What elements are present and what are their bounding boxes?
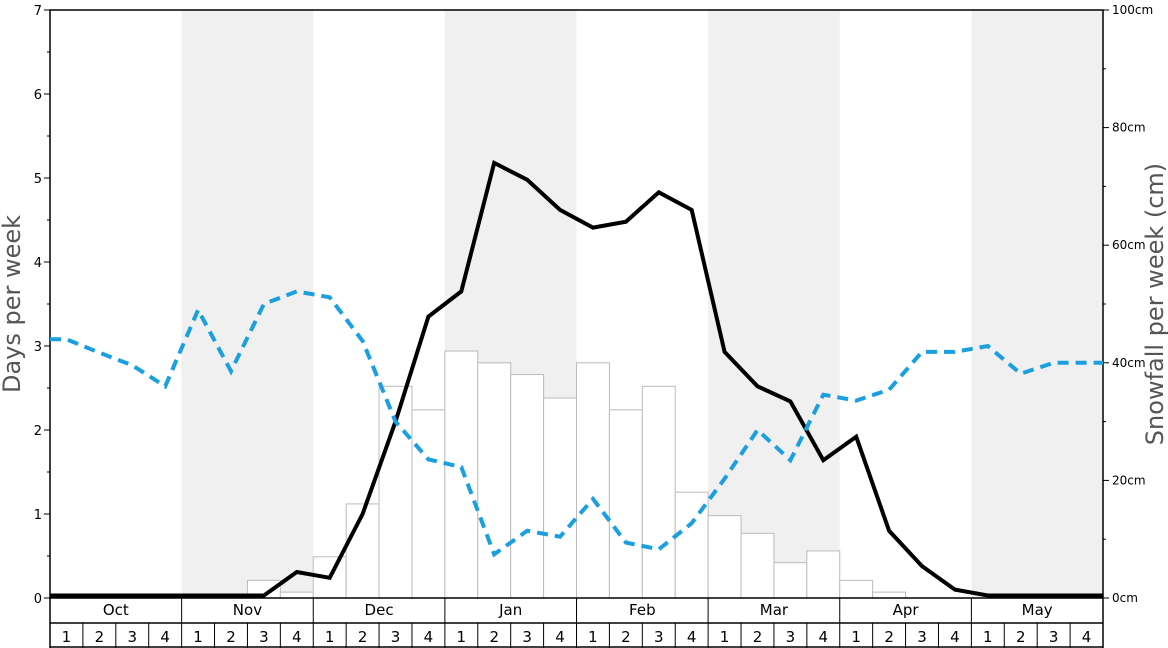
week-label: 1 xyxy=(720,628,730,646)
snowfall-bar xyxy=(707,515,742,599)
week-label: 2 xyxy=(884,628,894,646)
snowfall-bar xyxy=(806,550,841,599)
left-tick-label: 2 xyxy=(34,424,42,439)
month-label-oct: Oct xyxy=(103,601,129,619)
right-tick-label: 80cm xyxy=(1112,121,1146,135)
series-lines xyxy=(50,159,1103,598)
snowfall-bar xyxy=(477,362,512,599)
week-label: 3 xyxy=(786,628,796,646)
week-label: 4 xyxy=(950,628,960,646)
snowfall-bar xyxy=(510,374,545,599)
left-tick-label: 5 xyxy=(34,172,42,187)
week-label: 1 xyxy=(457,628,467,646)
month-shade-nov xyxy=(181,10,314,598)
month-label-nov: Nov xyxy=(233,601,262,619)
snowfall-bar xyxy=(444,350,479,599)
week-label: 2 xyxy=(753,628,763,646)
week-label: 1 xyxy=(588,628,598,646)
week-label: 2 xyxy=(358,628,368,646)
snowfall-bar xyxy=(740,532,775,599)
snowfall-bar xyxy=(773,562,808,599)
month-shade-may xyxy=(971,10,1103,598)
week-label: 4 xyxy=(1082,628,1092,646)
week-label: 1 xyxy=(62,628,72,646)
month-shade-mar xyxy=(708,10,840,598)
snowfall-bar xyxy=(279,591,314,599)
week-label: 3 xyxy=(654,628,664,646)
snowfall-bar xyxy=(872,591,907,599)
week-label: 3 xyxy=(259,628,269,646)
left-tick-label: 6 xyxy=(34,88,42,103)
snowfall-bar xyxy=(641,385,676,599)
left-tick-label: 0 xyxy=(34,592,42,607)
left-tick-label: 3 xyxy=(34,340,42,355)
week-label: 4 xyxy=(160,628,170,646)
snowfall-bar xyxy=(839,579,874,599)
snowfall-bar xyxy=(411,409,446,599)
month-label-mar: Mar xyxy=(760,601,789,619)
week-label: 2 xyxy=(1016,628,1026,646)
x-axis-table: Oct 1 2 3 4 Nov 1 2 3 4 Dec 1 2 3 4 Jan 1 2 3 4 Feb 1 2 3 4 Mar 1 2… xyxy=(49,598,1104,648)
week-label: 3 xyxy=(522,628,532,646)
right-axis-title: Snowfall per week (cm) xyxy=(1141,163,1168,445)
month-label-jan: Jan xyxy=(498,601,522,619)
left-axis: 0 1 2 3 4 5 6 7 xyxy=(34,4,50,607)
week-label: 3 xyxy=(917,628,927,646)
month-label-may: May xyxy=(1022,601,1053,619)
snowfall-bar xyxy=(576,362,610,599)
right-tick-label: 60cm xyxy=(1112,238,1146,252)
week-label: 4 xyxy=(819,628,829,646)
week-label: 3 xyxy=(391,628,401,646)
week-label: 4 xyxy=(424,628,434,646)
left-tick-label: 7 xyxy=(34,4,42,19)
week-label: 2 xyxy=(489,628,499,646)
week-label: 4 xyxy=(555,628,565,646)
week-label: 4 xyxy=(687,628,697,646)
week-label: 2 xyxy=(621,628,631,646)
month-label-apr: Apr xyxy=(893,601,920,619)
month-label-feb: Feb xyxy=(629,601,656,619)
solid-series-line xyxy=(50,159,1103,598)
week-label: 1 xyxy=(193,628,203,646)
left-tick-label: 1 xyxy=(34,508,42,523)
left-tick-label: 4 xyxy=(34,256,42,271)
dashed-series-line xyxy=(50,289,1103,558)
right-tick-label: 0cm xyxy=(1112,591,1138,605)
snowfall-bar xyxy=(543,397,577,599)
right-tick-label: 40cm xyxy=(1112,356,1146,370)
week-label: 4 xyxy=(292,628,302,646)
right-tick-label: 20cm xyxy=(1112,473,1146,487)
week-label: 2 xyxy=(95,628,105,646)
month-shading xyxy=(181,10,1103,598)
week-label: 2 xyxy=(226,628,236,646)
snowfall-bars xyxy=(246,350,907,599)
week-label: 3 xyxy=(1049,628,1059,646)
week-label: 1 xyxy=(851,628,861,646)
week-label: 1 xyxy=(325,628,335,646)
week-label: 3 xyxy=(127,628,137,646)
right-axis: 0cm 20cm 40cm 60cm 80cm 100cm xyxy=(1103,3,1153,605)
right-tick-label: 100cm xyxy=(1112,3,1153,17)
snowfall-bar xyxy=(608,409,643,599)
week-label: 1 xyxy=(983,628,993,646)
left-axis-title: Days per week xyxy=(0,215,26,393)
month-label-dec: Dec xyxy=(365,601,394,619)
